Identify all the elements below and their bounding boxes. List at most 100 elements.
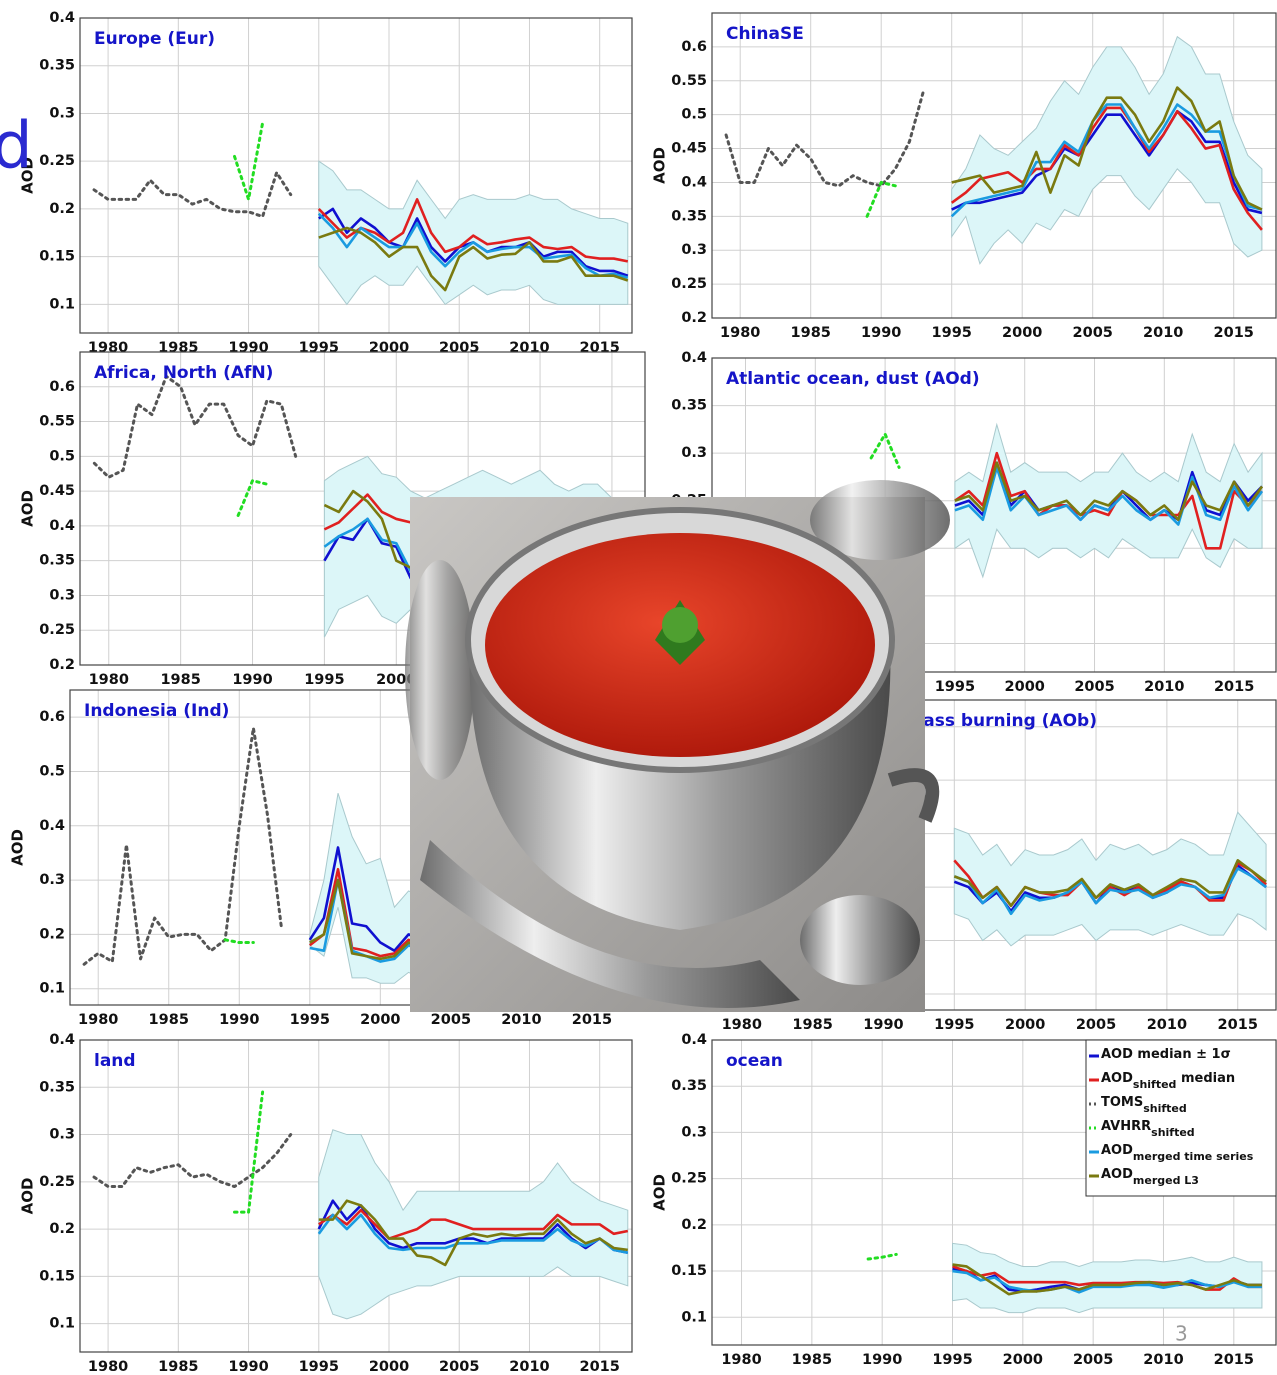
x-tick-label: 1995 xyxy=(932,325,972,341)
y-tick-label: 0.2 xyxy=(49,657,75,673)
legend-suffix: median xyxy=(1176,1071,1235,1086)
panel-title: Atlantic ocean, dust (AOd) xyxy=(726,369,980,389)
x-tick-label: 1985 xyxy=(158,1359,198,1375)
legend-label: AOD median ± 1σ xyxy=(1101,1047,1231,1062)
sigma-band xyxy=(318,1129,629,1320)
x-tick-label: 2000 xyxy=(1002,325,1042,341)
x-tick-label: 1995 xyxy=(299,1359,339,1375)
series-line xyxy=(233,121,265,201)
series-line xyxy=(82,726,284,966)
y-tick-label: 0.6 xyxy=(681,39,707,55)
panel-title: Indonesia (Ind) xyxy=(84,701,229,721)
y-tick-label: 0.4 xyxy=(49,10,75,26)
series-line xyxy=(869,432,901,469)
series-line xyxy=(954,451,1263,550)
sigma-band xyxy=(318,160,629,306)
y-tick-label: 0.2 xyxy=(49,1221,75,1237)
y-tick-label: 0.15 xyxy=(39,249,75,265)
legend-subscript: shifted xyxy=(1151,1126,1195,1139)
panel-title: Europe (Eur) xyxy=(94,29,215,49)
x-tick-label: 2000 xyxy=(1005,1017,1045,1033)
series-line xyxy=(953,867,1267,916)
x-tick-label: 2000 xyxy=(360,1012,400,1028)
x-tick-label: 1985 xyxy=(792,1017,832,1033)
y-tick-label: 0.5 xyxy=(39,763,65,779)
y-tick-label: 0.3 xyxy=(39,872,65,888)
y-tick-label: 0.25 xyxy=(39,622,75,638)
x-tick-label: 2015 xyxy=(1214,679,1254,695)
sigma-band xyxy=(953,811,1267,947)
x-tick-label: 1990 xyxy=(232,672,272,688)
x-tick-label: 2000 xyxy=(1003,1352,1043,1368)
y-tick-label: 0.35 xyxy=(39,58,75,74)
y-tick-label: 0.45 xyxy=(671,141,707,157)
y-tick-label: 0.2 xyxy=(39,926,65,942)
x-tick-label: 2005 xyxy=(1073,1352,1113,1368)
series-line xyxy=(92,374,298,479)
page-number: 3 xyxy=(1175,1322,1188,1346)
y-tick-label: 0.55 xyxy=(39,414,75,430)
x-tick-label: 1990 xyxy=(863,1017,903,1033)
y-tick-label: 0.3 xyxy=(49,105,75,121)
legend-label: AODmerged time series xyxy=(1101,1143,1254,1164)
legend-subscript: shifted xyxy=(1143,1102,1187,1115)
plot-frame xyxy=(711,12,1277,319)
series-line xyxy=(318,1199,628,1267)
x-tick-label: 1985 xyxy=(791,325,831,341)
legend-subscript: merged time series xyxy=(1133,1150,1254,1163)
y-tick-label: 0.5 xyxy=(681,107,707,123)
y-axis-label: AOD xyxy=(651,147,669,184)
panel-title: land xyxy=(94,1051,136,1071)
y-tick-label: 0.2 xyxy=(681,1217,707,1233)
series-line xyxy=(952,1263,1262,1296)
y-tick-label: 0.3 xyxy=(49,587,75,603)
y-tick-label: 0.1 xyxy=(39,981,65,997)
x-tick-label: 2000 xyxy=(369,1359,409,1375)
legend-subscript: merged L3 xyxy=(1133,1174,1199,1187)
y-tick-label: 0.6 xyxy=(49,379,75,395)
x-tick-label: 1980 xyxy=(721,1352,761,1368)
series-line xyxy=(865,180,897,218)
y-tick-label: 0.25 xyxy=(671,1171,707,1187)
x-tick-label: 1990 xyxy=(861,325,901,341)
legend-name: AOD xyxy=(1101,1167,1133,1182)
photo xyxy=(405,480,950,1012)
x-tick-label: 2015 xyxy=(580,1359,620,1375)
x-tick-label: 1990 xyxy=(862,1352,902,1368)
x-tick-label: 1980 xyxy=(88,1359,128,1375)
panel-title: ChinaSE xyxy=(726,24,804,44)
x-tick-label: 2010 xyxy=(1143,325,1183,341)
legend-subscript: shifted xyxy=(1133,1078,1177,1091)
x-tick-label: 1985 xyxy=(149,1012,189,1028)
y-tick-label: 0.4 xyxy=(681,1032,707,1048)
y-tick-label: 0.1 xyxy=(681,1309,707,1325)
legend-name: AVHRR xyxy=(1101,1119,1151,1134)
x-tick-label: 2015 xyxy=(1214,1352,1254,1368)
panel-title: ocean xyxy=(726,1051,783,1071)
x-tick-label: 1990 xyxy=(219,1012,259,1028)
series-line xyxy=(954,466,1264,526)
x-tick-label: 1990 xyxy=(228,1359,268,1375)
series-line xyxy=(318,1208,629,1240)
series-line xyxy=(952,1269,1262,1294)
series-line xyxy=(866,1252,898,1261)
y-tick-label: 0.35 xyxy=(671,1078,707,1094)
y-tick-label: 0.25 xyxy=(39,1174,75,1190)
series-line xyxy=(317,198,629,263)
y-tick-label: 0.2 xyxy=(681,310,707,326)
x-tick-label: 2005 xyxy=(1073,325,1113,341)
y-tick-label: 0.4 xyxy=(49,518,75,534)
y-tick-label: 0.35 xyxy=(39,553,75,569)
y-tick-label: 0.5 xyxy=(49,448,75,464)
x-tick-label: 2000 xyxy=(1005,679,1045,695)
y-tick-label: 0.35 xyxy=(671,208,707,224)
x-tick-label: 1995 xyxy=(290,1012,330,1028)
y-tick-label: 0.1 xyxy=(49,296,75,312)
y-tick-label: 0.1 xyxy=(49,1316,75,1332)
y-tick-label: 0.55 xyxy=(671,73,707,89)
y-axis-label: AOD xyxy=(651,1174,669,1211)
